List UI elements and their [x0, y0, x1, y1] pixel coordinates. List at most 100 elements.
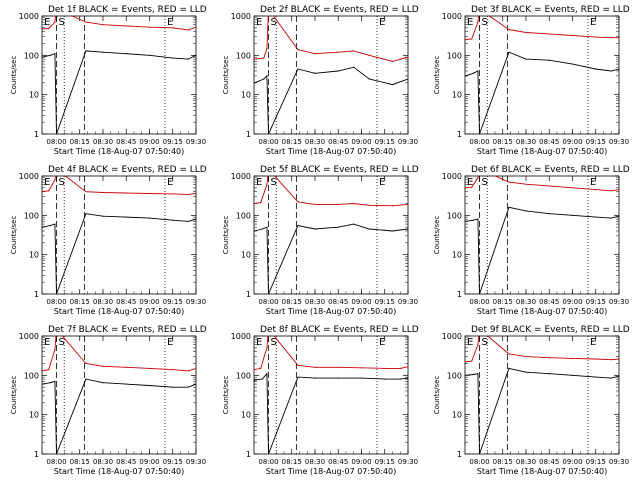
lld-data-point	[353, 50, 355, 52]
events-data-point	[610, 377, 612, 379]
events-data-point	[187, 58, 189, 60]
y-axis-label: Counts/sec	[10, 56, 18, 95]
events-series-line	[465, 206, 619, 294]
lld-series-line	[254, 336, 408, 371]
events-data-point	[172, 57, 174, 59]
events-data-point	[465, 220, 467, 223]
lld-data-point	[148, 192, 151, 195]
events-series-line	[254, 66, 408, 134]
lld-data-point	[548, 33, 550, 35]
lld-data-point	[85, 191, 87, 193]
events-data-point	[85, 50, 87, 52]
events-data-point	[195, 383, 196, 385]
x-tick-label: 08:45	[116, 298, 136, 306]
lld-data-point	[48, 27, 50, 30]
y-tick-label: 100	[447, 51, 462, 60]
y-tick-label: 10	[241, 411, 251, 420]
lld-data-point	[254, 368, 256, 371]
lld-data-point	[314, 53, 316, 55]
x-tick-label: 09:15	[586, 138, 606, 146]
lld-data-point	[548, 357, 550, 359]
events-data-point	[254, 230, 256, 232]
events-data-point	[548, 213, 550, 215]
x-tick-label: 08:30	[516, 298, 536, 306]
y-tick-label: 1	[457, 130, 462, 139]
lld-data-point	[508, 181, 510, 183]
events-data-point	[407, 78, 408, 80]
events-data-point	[477, 218, 479, 220]
lld-data-point	[195, 192, 196, 195]
events-data-point	[337, 377, 339, 379]
events-data-point	[195, 54, 196, 56]
x-tick-label: 08:45	[116, 458, 136, 466]
events-data-point	[508, 51, 510, 53]
y-axis-label: Counts/sec	[222, 216, 230, 255]
lld-data-point	[337, 51, 339, 53]
events-data-point	[42, 226, 44, 228]
lld-data-point	[172, 368, 174, 371]
x-axis-label: Start Time (18-Aug-07 07:50:40)	[54, 307, 185, 316]
x-tick-label: 09:00	[139, 138, 159, 146]
series-group	[254, 16, 408, 134]
x-tick-label: 09:00	[139, 458, 159, 466]
lld-data-point	[54, 21, 56, 23]
y-tick-label: 100	[236, 371, 251, 380]
lld-data-point	[148, 26, 151, 28]
events-data-point	[478, 133, 481, 134]
x-tick-label: 08:00	[258, 138, 278, 146]
lld-data-point	[618, 358, 619, 360]
x-tick-label: 09:15	[375, 138, 395, 146]
event-marker-label: E	[256, 337, 262, 348]
y-axis-label: Counts/sec	[433, 216, 441, 255]
events-data-point	[525, 371, 527, 373]
y-axis-label: Counts/sec	[222, 376, 230, 415]
events-data-point	[42, 56, 44, 58]
events-data-point	[314, 72, 316, 74]
events-data-point	[55, 293, 58, 294]
lld-data-point	[610, 359, 612, 361]
y-tick-label: 1	[457, 290, 462, 299]
events-data-point	[254, 82, 256, 84]
plot-frame	[253, 335, 409, 455]
plot-frame	[41, 15, 197, 135]
events-data-point	[172, 219, 174, 221]
x-tick-label: 09:00	[351, 138, 371, 146]
lld-data-point	[471, 360, 473, 362]
events-data-point	[49, 224, 51, 227]
events-data-point	[54, 53, 56, 55]
panel-8: Det 8f BLACK = Events, RED = LLD 1 10 100 10…	[222, 325, 419, 476]
lld-data-point	[42, 191, 44, 193]
panel-title: Det 2f BLACK = Events, RED = LLD	[260, 5, 419, 15]
lld-data-point	[610, 190, 612, 192]
lld-data-point	[384, 367, 386, 370]
events-data-point	[472, 72, 474, 74]
series-group	[254, 176, 408, 294]
y-axis-label: Counts/sec	[433, 56, 441, 95]
events-data-point	[391, 84, 394, 86]
lld-data-point	[407, 56, 408, 58]
lld-data-point	[337, 366, 339, 368]
x-tick-label: 08:45	[328, 138, 348, 146]
event-marker-label: E	[590, 337, 596, 348]
lld-data-point	[595, 358, 597, 360]
events-data-point	[508, 367, 510, 370]
events-data-point	[49, 382, 51, 384]
y-tick-label: 1	[457, 450, 462, 459]
x-tick-label: 09:30	[186, 458, 206, 466]
x-tick-label: 09:00	[351, 458, 371, 466]
x-tick-label: 09:30	[398, 138, 418, 146]
events-data-point	[266, 373, 268, 375]
events-data-point	[595, 376, 597, 378]
y-tick-label: 1	[34, 450, 39, 459]
plot-frame	[253, 15, 409, 135]
x-tick-label: 08:00	[469, 458, 489, 466]
events-data-point	[102, 382, 104, 384]
x-tick-label: 08:30	[305, 458, 325, 466]
x-tick-label: 09:30	[609, 138, 629, 146]
y-tick-label: 100	[236, 51, 251, 60]
lld-data-point	[548, 185, 550, 187]
event-marker-label: S	[270, 17, 276, 28]
x-tick-label: 09:00	[351, 298, 371, 306]
events-data-point	[548, 373, 550, 375]
lld-data-point	[407, 203, 408, 205]
